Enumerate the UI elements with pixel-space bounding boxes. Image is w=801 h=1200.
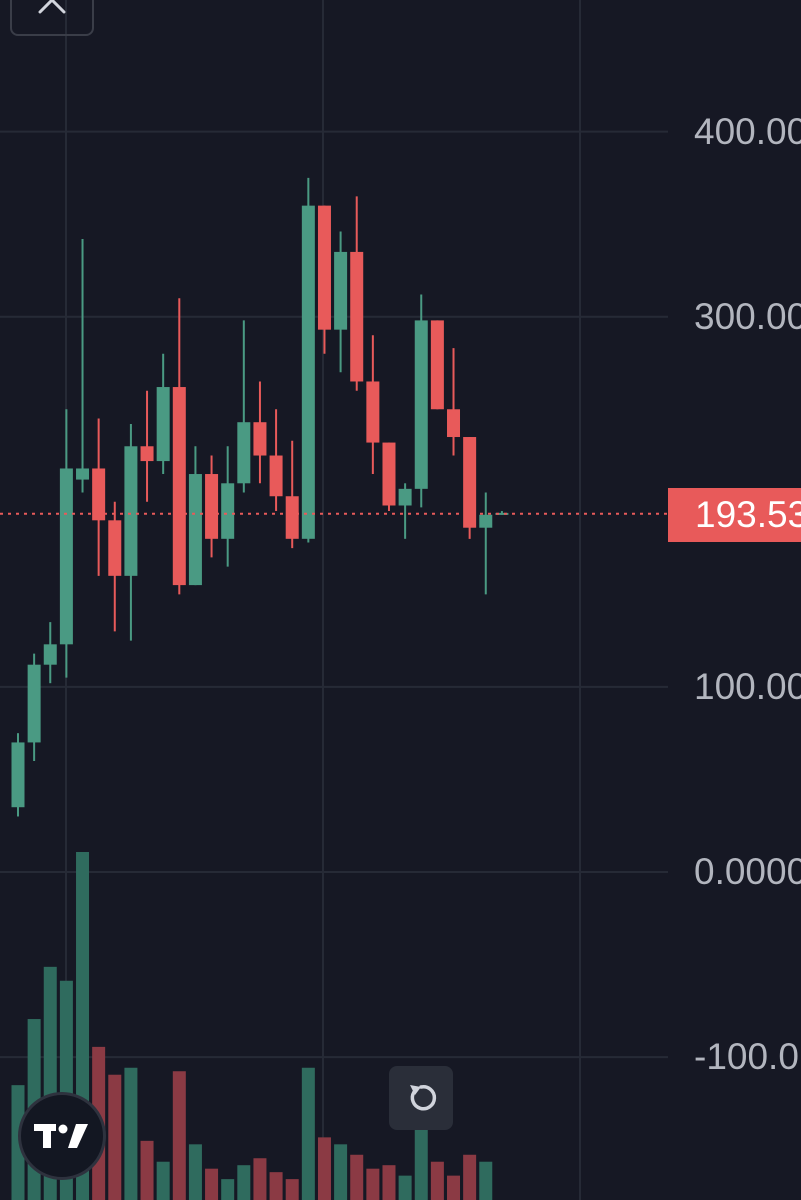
- grid-lines: [0, 0, 668, 1200]
- volume-bar: [237, 1165, 251, 1200]
- reset-chart-icon: [410, 1085, 437, 1111]
- candle-body: [172, 387, 186, 586]
- candle-body: [140, 446, 154, 462]
- candle-body: [301, 205, 315, 539]
- volume-bar: [479, 1161, 493, 1200]
- candle-body: [221, 483, 235, 539]
- candle-body: [11, 742, 25, 808]
- candle-body: [205, 474, 219, 539]
- volume-bar: [140, 1140, 154, 1200]
- candle-body: [317, 205, 331, 330]
- volume-bar: [350, 1154, 364, 1200]
- candle-body: [156, 387, 170, 462]
- volume-bar: [205, 1168, 219, 1200]
- volume-bar: [301, 1067, 315, 1200]
- volume-bar: [334, 1144, 348, 1200]
- candle-body: [188, 474, 202, 586]
- candle-body: [76, 468, 90, 480]
- price-tick-label: -100.0: [694, 1036, 799, 1078]
- candle-body: [447, 409, 461, 438]
- volume-bar: [317, 1137, 331, 1200]
- volume-bar: [124, 1067, 138, 1200]
- volume-bar: [285, 1179, 299, 1200]
- candle-body: [334, 251, 348, 330]
- candle-body: [495, 512, 509, 515]
- candle-body: [27, 664, 41, 743]
- candle-body: [253, 422, 267, 456]
- volume-bar: [382, 1165, 396, 1200]
- candle-body: [479, 514, 493, 528]
- volume-bar: [156, 1161, 170, 1200]
- price-tick-label: 300.00: [694, 295, 801, 337]
- volume-bar: [108, 1074, 122, 1200]
- candle-body: [463, 437, 477, 528]
- close-icon: [38, 0, 66, 14]
- close-button[interactable]: [10, 0, 94, 36]
- reset-chart-button[interactable]: [389, 1066, 453, 1130]
- candle-body: [108, 520, 122, 576]
- candle-body: [430, 320, 444, 410]
- tradingview-logo-icon: [34, 1124, 88, 1148]
- candle-body: [366, 381, 380, 443]
- volume-bar: [398, 1175, 412, 1200]
- candle-body: [43, 644, 57, 665]
- last-price-tag: 193.53: [668, 488, 801, 542]
- candle-body: [414, 320, 428, 489]
- candle-body: [382, 442, 396, 506]
- candle-body: [398, 488, 412, 506]
- price-tick-label: 100.00: [694, 665, 801, 707]
- volume-bar: [430, 1161, 444, 1200]
- volume-bar: [269, 1172, 283, 1200]
- candle-body: [350, 251, 364, 382]
- price-tick-label: 400.00: [694, 110, 801, 152]
- volume-bar: [172, 1071, 186, 1200]
- candles: [11, 177, 509, 817]
- candle-body: [124, 446, 138, 576]
- candle-body: [92, 468, 106, 521]
- price-tick-label: 0.0000: [694, 851, 801, 892]
- volume-bar: [447, 1175, 461, 1200]
- volume-bar: [366, 1168, 380, 1200]
- candle-body: [59, 468, 73, 645]
- candle-body: [285, 496, 299, 539]
- volume-bar: [188, 1144, 202, 1200]
- volume-bar: [221, 1179, 235, 1200]
- candle-body: [237, 422, 251, 484]
- tradingview-logo[interactable]: [18, 1092, 106, 1180]
- volume-bar: [463, 1154, 477, 1200]
- volume-bar: [253, 1158, 267, 1200]
- candle-body: [269, 455, 283, 497]
